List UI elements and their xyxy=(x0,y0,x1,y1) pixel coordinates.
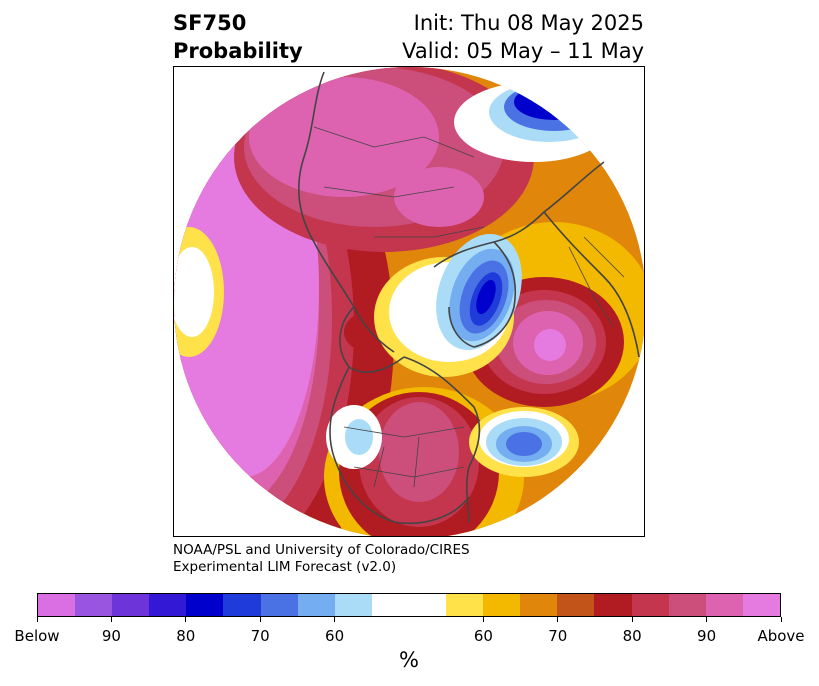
probability-map xyxy=(174,67,644,536)
colorbar-tick-label: 70 xyxy=(250,627,270,645)
colorbar-segment xyxy=(520,594,558,616)
colorbar-segment xyxy=(742,594,780,616)
credit: NOAA/PSL and University of Colorado/CIRE… xyxy=(173,542,470,576)
siberia-below-90 xyxy=(539,85,599,109)
colorbar xyxy=(37,593,781,617)
colorbar-segment xyxy=(38,594,76,616)
colorbar-tick-mark xyxy=(780,617,782,622)
colorbar-unit: % xyxy=(399,648,419,672)
colorbar-segment xyxy=(75,594,113,616)
colorbar-tick-mark xyxy=(557,617,559,622)
colorbar-tick-mark xyxy=(36,617,38,622)
coastlines xyxy=(298,71,640,525)
map-panel xyxy=(173,66,645,537)
colorbar-tick-mark xyxy=(334,617,336,622)
colorbar-tick-label: 90 xyxy=(101,627,121,645)
alaska-coastline xyxy=(339,306,405,373)
product-name: Probability xyxy=(173,39,303,63)
init-date: Init: Thu 08 May 2025 xyxy=(413,11,644,35)
colorbar-segment xyxy=(631,594,669,616)
westus-below-55 xyxy=(345,419,373,455)
natl-below-65 xyxy=(506,432,542,456)
country-borders xyxy=(313,126,625,488)
shading-layer xyxy=(174,67,644,536)
colorbar-tick-label: 90 xyxy=(697,627,717,645)
variable-name: SF750 xyxy=(173,11,247,35)
colorbar-tick-mark xyxy=(631,617,633,622)
colorbar-segment xyxy=(149,594,187,616)
title-left: SF750 Probability xyxy=(173,9,303,65)
arctic-below-80 xyxy=(476,279,496,315)
colorbar-tick-mark xyxy=(110,617,112,622)
colorbar-segment xyxy=(594,594,632,616)
valid-range: Valid: 05 May – 11 May xyxy=(402,39,644,63)
credit-line-1: NOAA/PSL and University of Colorado/CIRE… xyxy=(173,542,470,558)
namerica-above-85 xyxy=(379,402,459,502)
colorbar-segment xyxy=(186,594,224,616)
colorbar-tick-mark xyxy=(259,617,261,622)
colorbar-tick-label: Above xyxy=(757,627,805,645)
colorbar-segment xyxy=(334,594,372,616)
greenland-coastline xyxy=(448,241,517,348)
siberia-below-80 xyxy=(514,84,594,120)
atlantic-above-max xyxy=(534,329,566,361)
namerica-east-coastline xyxy=(403,356,481,523)
colorbar-segment xyxy=(483,594,521,616)
colorbar-tick-label: Below xyxy=(14,627,60,645)
colorbar-tick-mark xyxy=(185,617,187,622)
colorbar-tick-mark xyxy=(482,617,484,622)
colorbar-segment xyxy=(260,594,298,616)
colorbar-segment xyxy=(371,594,409,616)
colorbar-segment xyxy=(446,594,484,616)
colorbar-tick-label: 60 xyxy=(325,627,345,645)
colorbar-segment xyxy=(112,594,150,616)
wpac-neutral xyxy=(174,247,214,337)
colorbar-segment xyxy=(408,594,447,616)
colorbar-segment xyxy=(297,594,335,616)
colorbar-tick-label: 80 xyxy=(176,627,196,645)
colorbar-segment xyxy=(223,594,261,616)
namerica-west-coastline xyxy=(329,366,470,525)
europe-coastline xyxy=(543,211,640,358)
colorbar-segment xyxy=(668,594,706,616)
colorbar-tick-label: 60 xyxy=(473,627,493,645)
borders xyxy=(313,126,625,488)
colorbar-tick-label: 70 xyxy=(548,627,568,645)
title-right: Init: Thu 08 May 2025 Valid: 05 May – 11… xyxy=(402,9,644,65)
colorbar-tick-label: 80 xyxy=(622,627,642,645)
mongolia-above-90 xyxy=(394,167,484,227)
credit-line-2: Experimental LIM Forecast (v2.0) xyxy=(173,559,397,575)
colorbar-segment xyxy=(557,594,595,616)
colorbar-tick-mark xyxy=(706,617,708,622)
asia-coastline xyxy=(298,71,395,353)
eurasia-arctic-coastline xyxy=(433,161,605,268)
colorbar-segment xyxy=(705,594,743,616)
